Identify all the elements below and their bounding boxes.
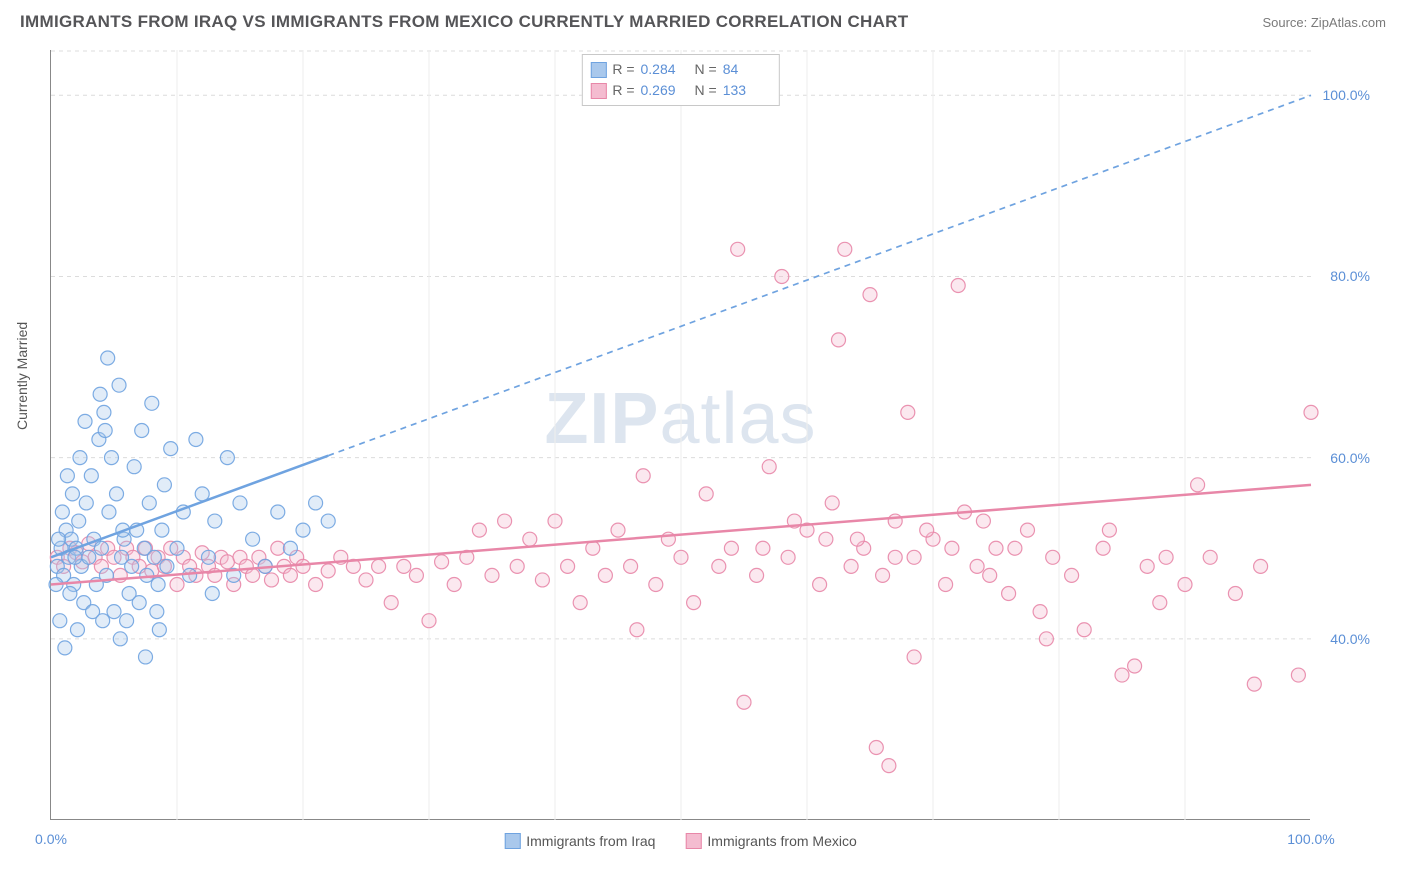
bottom-legend: Immigrants from Iraq Immigrants from Mex…: [504, 833, 857, 849]
y-axis-label: Currently Married: [14, 322, 30, 430]
y-tick-label: 40.0%: [1330, 631, 1370, 647]
legend-item-iraq: Immigrants from Iraq: [504, 833, 655, 849]
y-tick-label: 80.0%: [1330, 268, 1370, 284]
stat-r-label: R =: [612, 59, 634, 80]
y-tick-label: 100.0%: [1323, 87, 1370, 103]
stat-n-value-iraq: 84: [723, 59, 771, 80]
stat-n-label: N =: [695, 80, 717, 101]
stat-r-value-mexico: 0.269: [641, 80, 689, 101]
stat-n-label: N =: [695, 59, 717, 80]
scatter-svg: [51, 50, 1310, 819]
source-attribution: Source: ZipAtlas.com: [1262, 15, 1386, 30]
swatch-iraq: [590, 62, 606, 78]
stat-r-label: R =: [612, 80, 634, 101]
source-name: ZipAtlas.com: [1311, 15, 1386, 30]
legend-swatch-mexico: [685, 833, 701, 849]
stat-r-value-iraq: 0.284: [641, 59, 689, 80]
x-tick-label: 0.0%: [35, 831, 67, 847]
stat-n-value-mexico: 133: [723, 80, 771, 101]
legend-label-mexico: Immigrants from Mexico: [707, 833, 856, 849]
source-prefix: Source:: [1262, 15, 1310, 30]
chart-header: IMMIGRANTS FROM IRAQ VS IMMIGRANTS FROM …: [0, 0, 1406, 40]
stats-legend-box: R = 0.284 N = 84 R = 0.269 N = 133: [581, 54, 779, 106]
chart-plot-area: ZIPatlas R = 0.284 N = 84 R = 0.269 N = …: [50, 50, 1310, 820]
chart-title: IMMIGRANTS FROM IRAQ VS IMMIGRANTS FROM …: [20, 12, 908, 32]
series-iraq-points: [49, 351, 335, 664]
y-tick-label: 60.0%: [1330, 450, 1370, 466]
stats-row-iraq: R = 0.284 N = 84: [590, 59, 770, 80]
swatch-mexico: [590, 83, 606, 99]
legend-label-iraq: Immigrants from Iraq: [526, 833, 655, 849]
stats-row-mexico: R = 0.269 N = 133: [590, 80, 770, 101]
legend-swatch-iraq: [504, 833, 520, 849]
legend-item-mexico: Immigrants from Mexico: [685, 833, 856, 849]
x-tick-label: 100.0%: [1287, 831, 1334, 847]
gridlines: [51, 50, 1311, 820]
